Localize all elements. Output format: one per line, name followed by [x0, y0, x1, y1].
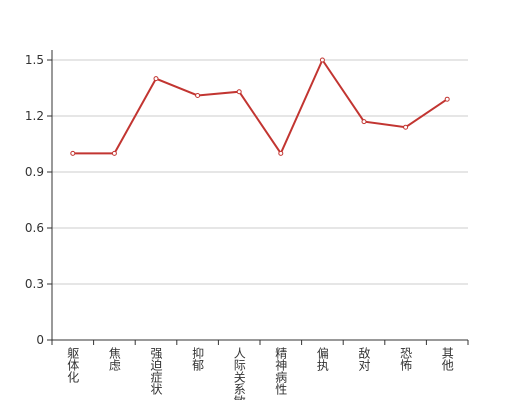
x-tick-label: 人际关系敏感 [232, 347, 246, 400]
y-tick-label: 0.3 [25, 277, 44, 291]
line [72, 57, 448, 156]
y-tick-label: 0 [36, 333, 44, 347]
y-tick-label: 0.6 [25, 221, 44, 235]
x-tick-label: 强迫症状 [149, 347, 163, 395]
x-tick-label: 恐怖 [399, 347, 413, 371]
point [195, 92, 201, 98]
point [403, 124, 409, 130]
point [444, 96, 450, 102]
x-tick-label: 敌对 [357, 346, 371, 371]
point [70, 150, 76, 156]
point [361, 119, 367, 125]
x-tick-label: 精神病性 [274, 347, 288, 396]
point [319, 57, 325, 63]
point [278, 150, 284, 156]
y-tick-label: 0.9 [25, 165, 44, 179]
x-tick-label: 其他 [440, 347, 454, 371]
y-tick-label: 1.2 [25, 109, 44, 123]
x-tick-label: 躯体化 [66, 346, 80, 384]
x-tick-label: 焦虑 [107, 347, 121, 371]
y-tick-label: 1.5 [25, 53, 44, 67]
point [111, 150, 117, 156]
x-tick-label: 偏执 [315, 346, 329, 372]
point [153, 76, 159, 82]
point [236, 89, 242, 95]
x-tick-label: 抑郁 [191, 346, 205, 372]
